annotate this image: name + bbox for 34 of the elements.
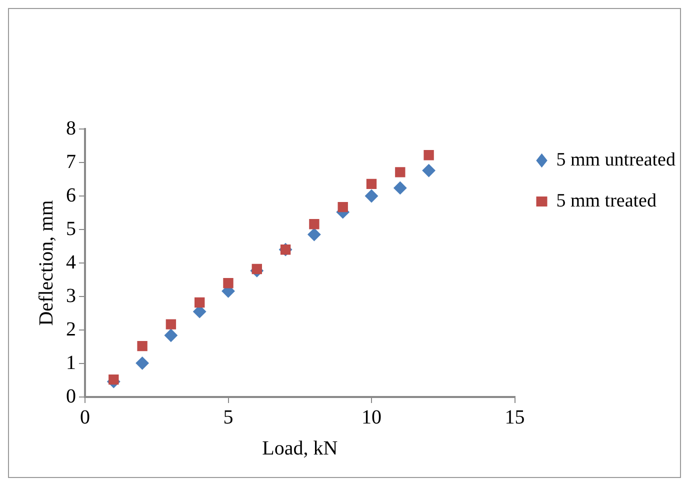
point (136, 356, 149, 370)
point (395, 167, 406, 178)
y-tick-label: 8 (66, 117, 76, 140)
y-tick-label: 5 (66, 218, 76, 240)
y-tick-label: 2 (66, 318, 76, 340)
point (137, 340, 148, 352)
x-tick-label: 5 (223, 406, 234, 428)
point (338, 202, 348, 212)
y-axis-title: Deflection, mm (35, 200, 58, 326)
y-tick-label: 4 (66, 251, 76, 274)
point (166, 319, 176, 330)
point (366, 178, 377, 190)
point (164, 328, 178, 342)
y-tick-label: 1 (66, 352, 76, 374)
point (308, 228, 321, 242)
legend-label: 5 mm untreated (556, 149, 676, 170)
legend-label: 5 mm treated (556, 190, 657, 212)
point (252, 264, 262, 274)
point (424, 150, 434, 160)
x-tick-label: 0 (80, 406, 90, 428)
point (422, 164, 436, 178)
point (223, 278, 234, 288)
point (365, 190, 378, 202)
y-tick-label: 3 (66, 284, 76, 307)
y-tick-label: 6 (66, 184, 76, 206)
point (194, 297, 205, 308)
x-tick-label: 10 (362, 406, 382, 428)
point (108, 374, 119, 385)
point (309, 219, 320, 230)
point (394, 181, 407, 194)
x-tick-label: 15 (504, 406, 525, 428)
y-tick-label: 7 (66, 150, 76, 173)
x-axis-title: Load, kN (262, 437, 338, 460)
y-tick-label: 0 (66, 385, 76, 408)
